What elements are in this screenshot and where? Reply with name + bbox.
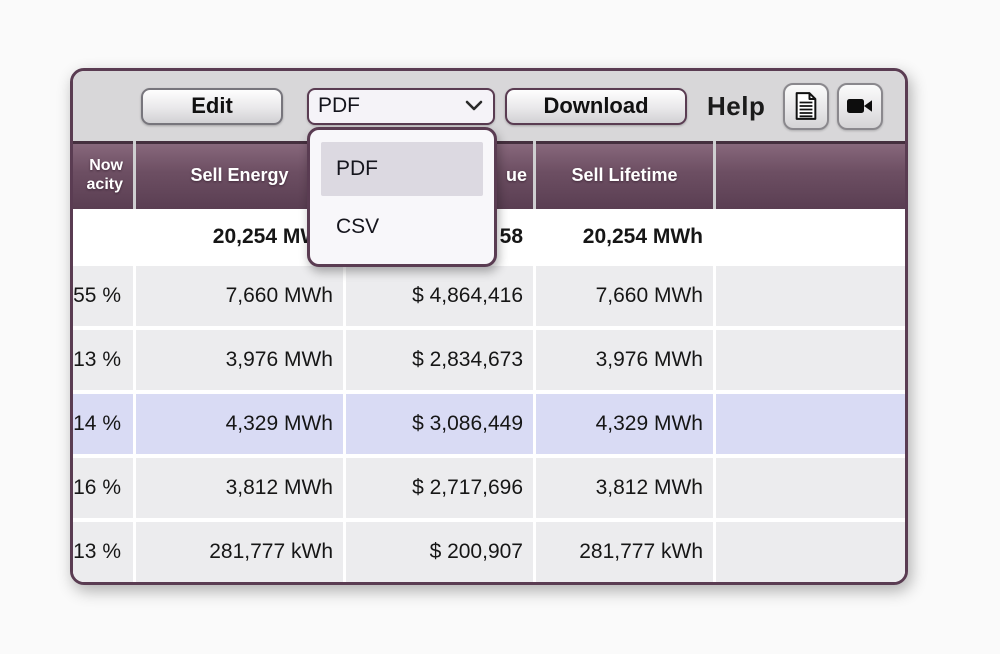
table-cell: 14 % xyxy=(73,394,133,454)
table-cell xyxy=(716,522,905,582)
table-cell: 3,976 MWh xyxy=(536,330,713,390)
table-cell: 3,812 MWh xyxy=(536,458,713,518)
column-header-sell-lifetime: Sell Lifetime xyxy=(536,141,713,209)
video-camera-icon xyxy=(846,96,874,116)
table-cell: $ 200,907 xyxy=(346,522,533,582)
table-body: 20,254 MWh 58 20,254 MWh 55 % 7,660 MWh … xyxy=(73,209,905,582)
format-select-value: PDF xyxy=(318,94,360,117)
table-cell: $ 2,834,673 xyxy=(346,330,533,390)
table-row-highlighted[interactable]: 14 % 4,329 MWh $ 3,086,449 4,329 MWh xyxy=(73,394,905,454)
document-icon xyxy=(794,92,818,120)
table-row[interactable]: 13 % 281,777 kWh $ 200,907 281,777 kWh xyxy=(73,522,905,582)
table-cell: 20,254 MWh xyxy=(536,212,713,262)
column-header-capacity-line2: acity xyxy=(86,176,123,193)
table-row[interactable]: 16 % 3,812 MWh $ 2,717,696 3,812 MWh xyxy=(73,458,905,518)
table-cell xyxy=(716,266,905,326)
dropdown-option-pdf[interactable]: PDF xyxy=(321,142,483,196)
table-row[interactable]: 13 % 3,976 MWh $ 2,834,673 3,976 MWh xyxy=(73,330,905,390)
table-cell: 13 % xyxy=(73,330,133,390)
report-panel: Edit PDF Download Help xyxy=(70,68,908,585)
table-cell: 281,777 kWh xyxy=(136,522,343,582)
table-cell: $ 2,717,696 xyxy=(346,458,533,518)
table-cell: 281,777 kWh xyxy=(536,522,713,582)
table-cell: 4,329 MWh xyxy=(536,394,713,454)
column-header-empty xyxy=(716,141,905,209)
help-document-button[interactable] xyxy=(783,82,830,130)
help-label: Help xyxy=(707,90,766,121)
table-cell: 3,812 MWh xyxy=(136,458,343,518)
table-cell xyxy=(716,212,905,262)
table-cell xyxy=(716,330,905,390)
table-cell: 3,976 MWh xyxy=(136,330,343,390)
dropdown-option-csv[interactable]: CSV xyxy=(336,215,380,238)
table-cell: $ 4,864,416 xyxy=(346,266,533,326)
column-header-capacity-line1: Now xyxy=(89,156,123,174)
toolbar: Edit PDF Download Help xyxy=(73,71,905,141)
table-cell: 7,660 MWh xyxy=(536,266,713,326)
format-dropdown-menu: PDF CSV xyxy=(307,127,497,267)
table-cell: 4,329 MWh xyxy=(136,394,343,454)
table-cell xyxy=(73,212,133,262)
table-cell: 55 % xyxy=(73,266,133,326)
format-select[interactable]: PDF xyxy=(307,87,495,125)
table-row[interactable]: 55 % 7,660 MWh $ 4,864,416 7,660 MWh xyxy=(73,266,905,326)
table-cell xyxy=(716,394,905,454)
download-button[interactable]: Download xyxy=(505,87,687,125)
column-header-capacity: Now acity xyxy=(73,141,133,209)
table-cell: 13 % xyxy=(73,522,133,582)
table-cell xyxy=(716,458,905,518)
table-cell: 16 % xyxy=(73,458,133,518)
chevron-down-icon xyxy=(465,100,483,112)
edit-button[interactable]: Edit xyxy=(141,87,283,125)
help-video-button[interactable] xyxy=(837,82,884,130)
table-cell: $ 3,086,449 xyxy=(346,394,533,454)
table-cell: 7,660 MWh xyxy=(136,266,343,326)
